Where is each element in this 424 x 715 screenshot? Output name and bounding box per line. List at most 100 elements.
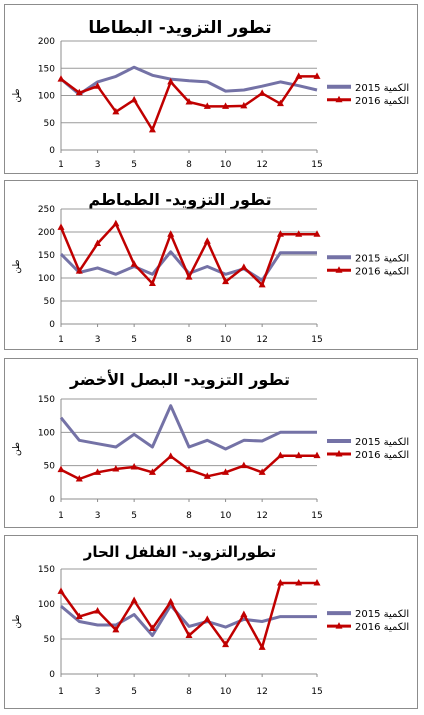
data-point-marker [222,102,230,109]
x-tick-label: 1 [58,687,64,697]
data-point-marker [75,267,83,274]
data-point-marker [148,279,156,287]
data-point-marker [203,102,211,109]
y-tick-label: 150 [38,565,55,575]
data-point-marker [258,468,266,475]
x-tick-label: 12 [256,687,267,697]
data-point-marker [295,230,303,237]
data-point-marker [167,452,175,459]
y-tick-label: 50 [44,462,56,472]
x-tick-label: 12 [256,335,267,345]
series-2015-line [60,65,318,96]
x-tick-label: 12 [256,160,267,170]
data-point-marker [148,125,156,133]
data-point-marker [276,451,284,459]
data-point-marker [94,607,102,614]
legend-label: الكمية 2015 [355,83,409,94]
data-point-marker [57,75,65,82]
data-point-marker [167,77,175,85]
data-point-marker [148,624,156,631]
data-point-marker [313,579,321,586]
data-point-marker [75,612,83,620]
y-tick-label: 200 [38,228,55,238]
legend-label: الكمية 2015 [355,437,409,448]
y-tick-label: 0 [49,495,55,505]
chart-panel: تطور التزويد- الطماطم 0 50 100 150 200 250 1 3 5 8… [4,180,418,350]
x-tick-label: 8 [186,160,192,170]
chart-panel: تطورالتزويد- الفلفل الحار 0 50 100 150 1 3 5 8 10… [4,535,418,709]
data-point-marker [112,107,120,115]
y-tick-label: 150 [38,64,55,74]
data-point-marker [240,610,248,617]
x-tick-label: 5 [131,687,137,697]
legend-label: الكمية 2016 [355,450,409,461]
y-tick-label: 100 [38,428,55,438]
data-point-marker [167,597,175,605]
chart-title: تطورالتزويد- الفلفل الحار [83,543,277,561]
data-point-marker [57,223,65,230]
x-tick-label: 8 [186,335,192,345]
x-tick-label: 10 [220,687,232,697]
x-tick-label: 3 [95,335,101,345]
y-tick-label: 100 [38,600,55,610]
data-point-marker [240,101,248,109]
data-point-marker [258,89,266,96]
data-point-marker [295,72,303,79]
legend-label: الكمية 2016 [355,622,409,633]
x-tick-label: 8 [186,687,192,697]
data-point-marker [130,463,138,470]
data-point-marker [203,472,211,479]
x-tick-label: 1 [58,335,64,345]
data-point-marker [94,239,102,246]
data-point-marker [313,72,321,79]
line-chart: تطور التزويد- الطماطم 0 50 100 150 200 250 1 3 5 8… [12,190,409,345]
legend-label: الكمية 2016 [355,266,409,277]
x-tick-label: 3 [95,160,101,170]
y-tick-label: 50 [44,297,56,307]
data-point-marker [313,451,321,459]
data-point-marker [313,230,321,237]
y-axis-label: طن [12,259,22,273]
legend-marker [335,266,343,273]
y-tick-label: 150 [38,251,55,261]
y-tick-label: 100 [38,274,55,284]
data-point-marker [94,468,102,475]
legend-marker [335,450,343,457]
x-tick-label: 15 [311,160,322,170]
line-chart: تطور التزويد- البصل الأخضر 0 50 100 150 1 3 5 8 1… [12,370,409,521]
series-2015-line [59,404,317,451]
y-axis-label: طن [12,88,22,102]
data-point-marker [130,95,138,103]
x-tick-label: 8 [186,511,192,521]
x-tick-label: 10 [220,335,232,345]
legend-label: الكمية 2016 [355,96,409,107]
y-tick-label: 250 [38,205,55,215]
data-point-marker [258,643,266,650]
data-point-marker [130,260,138,267]
data-point-marker [276,230,284,237]
x-tick-label: 5 [131,335,137,345]
x-tick-label: 5 [131,511,137,521]
y-tick-label: 200 [38,37,55,47]
y-tick-label: 50 [44,119,56,129]
y-tick-label: 0 [49,320,55,330]
data-point-marker [130,596,138,603]
legend-label: الكمية 2015 [355,609,409,620]
x-tick-label: 10 [220,511,232,521]
data-point-marker [112,219,120,227]
line-chart: تطور التزويد- البطاطا 0 50 100 150 200 1 3 5 8 10 1… [12,18,409,170]
y-axis-label: طن [12,442,22,456]
data-point-marker [75,475,83,482]
chart-title: تطور التزويد- البطاطا [88,18,271,38]
x-tick-label: 1 [58,160,64,170]
y-tick-label: 0 [49,146,55,156]
y-tick-label: 0 [49,670,55,680]
data-point-marker [167,230,175,237]
data-point-marker [185,98,193,105]
data-point-marker [258,280,266,288]
y-tick-label: 150 [38,395,55,405]
data-point-marker [112,625,120,633]
chart-title: تطور التزويد- الطماطم [88,190,271,209]
data-point-marker [203,615,211,622]
